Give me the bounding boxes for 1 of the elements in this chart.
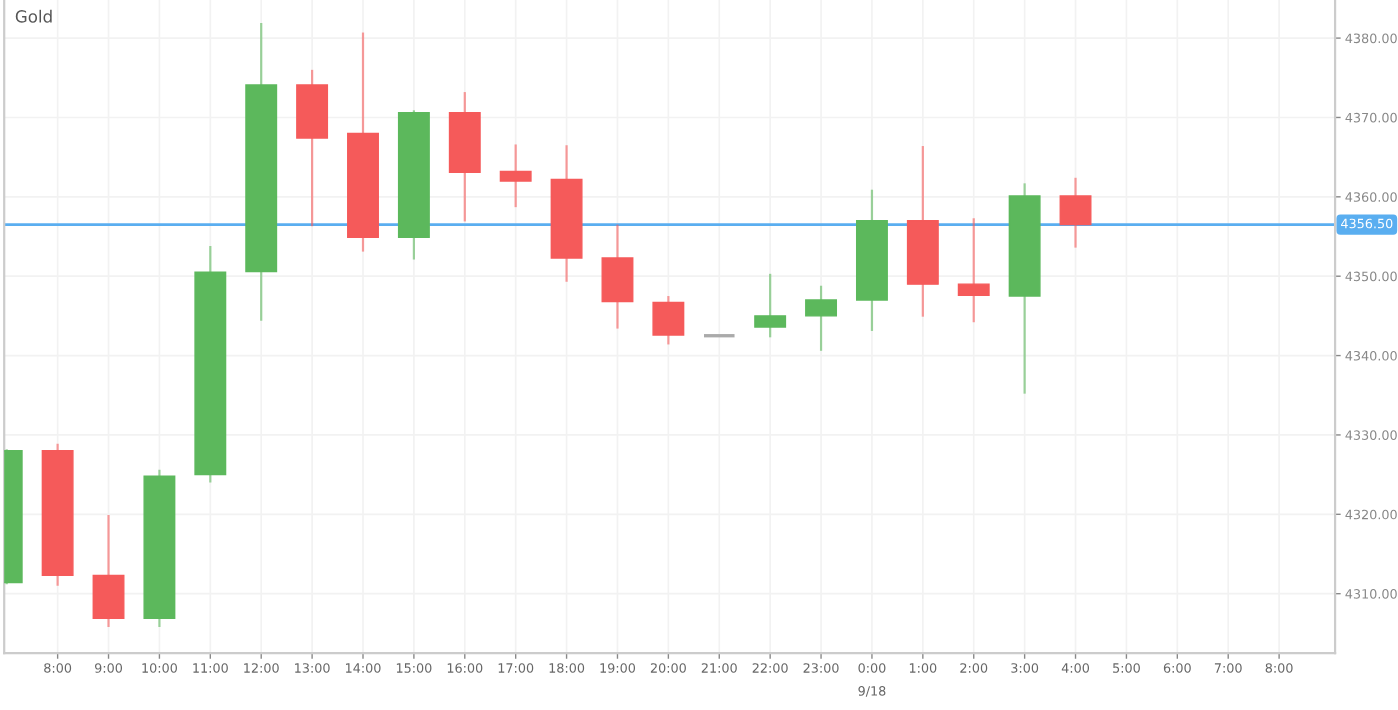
chart-title: Gold <box>15 9 52 23</box>
